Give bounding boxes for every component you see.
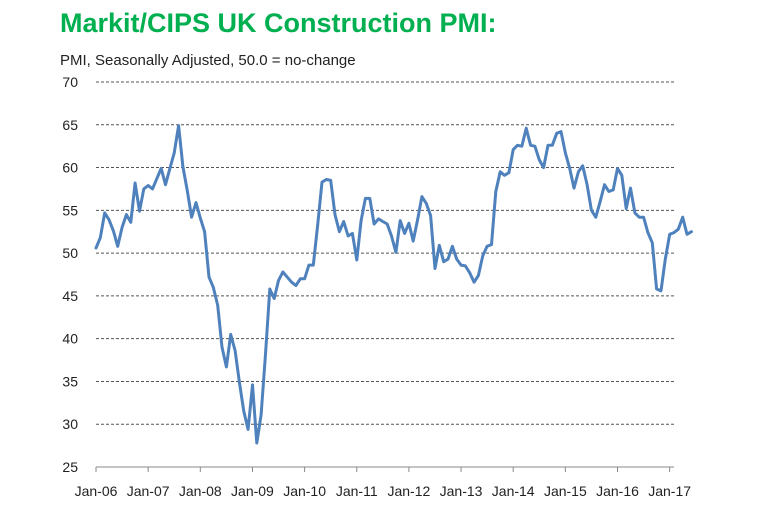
y-tick-label: 40 [62,331,78,347]
x-tick-label: Jan-16 [596,483,639,499]
y-tick-label: 25 [62,459,78,475]
pmi-series-line [94,124,693,445]
y-tick-label: 70 [62,74,78,90]
x-tick-label: Jan-06 [75,483,118,499]
chart-subtitle: PMI, Seasonally Adjusted, 50.0 = no-chan… [60,52,356,69]
x-tick-label: Jan-13 [440,483,483,499]
x-tick-label: Jan-10 [283,483,326,499]
x-tick-label: Jan-14 [492,483,535,499]
y-tick-label: 65 [62,117,78,133]
y-tick-label: 50 [62,245,78,261]
series-layer [94,124,693,445]
y-tick-label: 35 [62,373,78,389]
grid-lines [96,81,674,425]
chart-title: Markit/CIPS UK Construction PMI: [60,8,497,38]
x-tick-label: Jan-15 [544,483,587,499]
x-tick-label: Jan-11 [336,483,378,499]
y-tick-label: 60 [62,160,78,176]
x-tick-label: Jan-09 [231,483,274,499]
chart-axes [95,466,674,472]
y-tick-label: 30 [62,416,78,432]
x-tick-label: Jan-08 [179,483,222,499]
x-axis-labels: Jan-06 Jan-07 Jan-08 Jan-09 Jan-10 Jan-11 Jan-… [75,483,692,499]
y-tick-label: 55 [62,202,78,218]
x-tick-label: Jan-12 [387,483,430,499]
x-tick-label: Jan-07 [127,483,170,499]
y-axis-labels: 25 30 35 40 45 50 55 60 65 70 [62,74,78,475]
x-tick-label: Jan-17 [648,483,691,499]
y-tick-label: 45 [62,288,78,304]
